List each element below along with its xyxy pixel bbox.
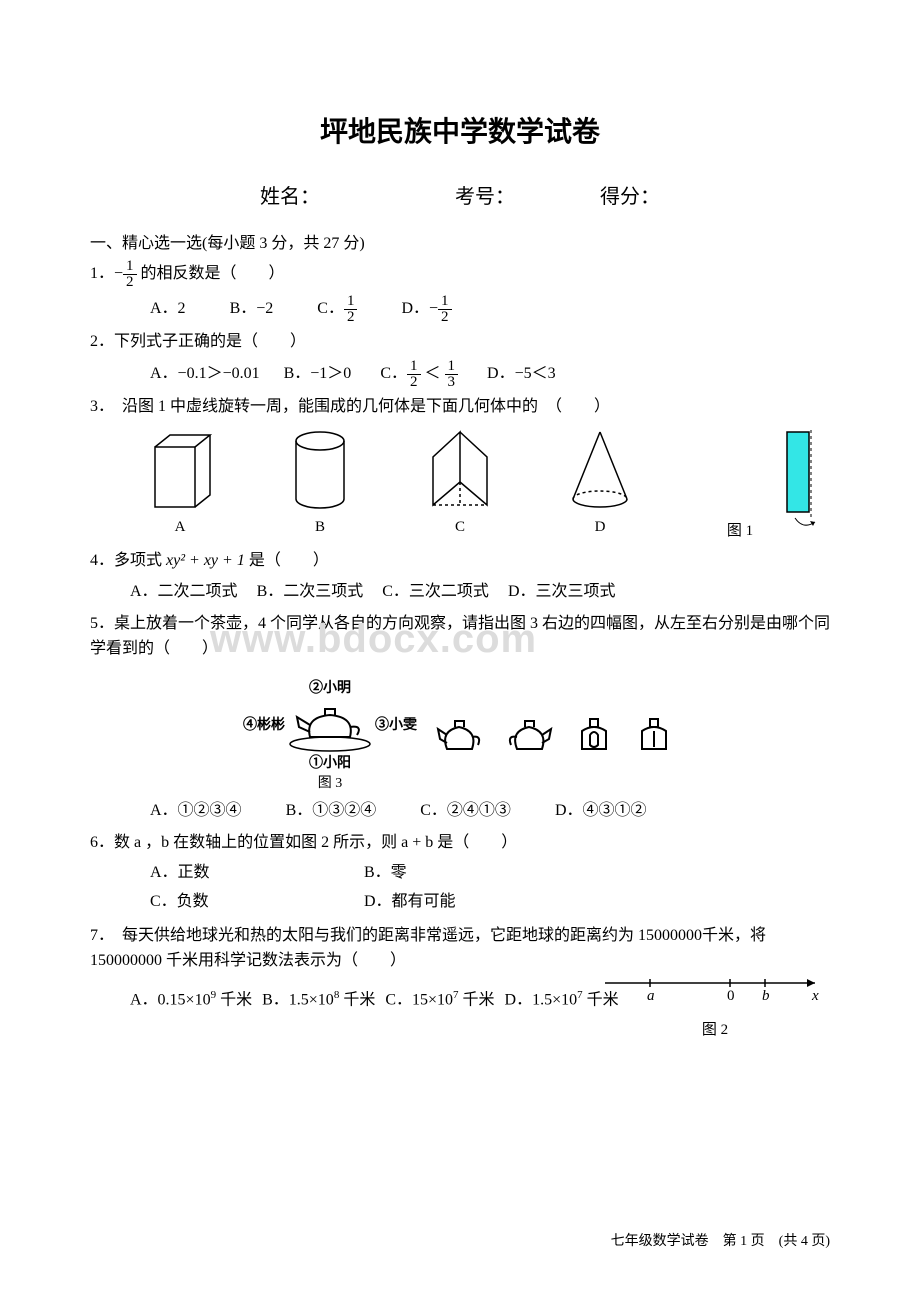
q4-B: B．二次三项式 xyxy=(257,578,364,607)
bottom-label: ①小阳 xyxy=(243,752,417,772)
q7-B: B．1.5×108 千米 xyxy=(262,986,375,1015)
q2-C: C．12 ＜ 13 xyxy=(380,359,458,390)
label-B: B xyxy=(268,519,373,540)
q7-C: C．15×107 千米 xyxy=(385,986,494,1015)
q1-A: A．2 xyxy=(150,295,186,324)
teapot-view-4 xyxy=(632,709,677,759)
fig3-label: 图 3 xyxy=(243,772,417,792)
teapot-view-1 xyxy=(432,709,487,759)
solid-cone xyxy=(548,427,653,517)
q6-C: C．负数 xyxy=(150,888,320,917)
teapot-view-3 xyxy=(572,709,617,759)
teapot-main-icon xyxy=(285,697,375,752)
page-footer: 七年级数学试卷 第 1 页 (共 4 页) xyxy=(611,1230,830,1250)
q1-B: B．−2 xyxy=(230,295,274,324)
q6-A: A．正数 xyxy=(150,859,320,888)
q1-options: A．2 B．−2 C．12 D．−12 xyxy=(150,294,830,325)
q1-prefix: 1．− xyxy=(90,265,123,282)
left-label: ④彬彬 xyxy=(243,714,285,734)
examno-label: 考号： xyxy=(455,180,515,209)
q5-C: C．②④①③ xyxy=(420,797,511,826)
q5-B: B．①③②④ xyxy=(286,797,377,826)
header-fields: 姓名： 考号： 得分： xyxy=(90,180,830,209)
q4-poly: xy² + xy + 1 xyxy=(166,552,245,569)
q1-suffix: 的相反数是（ ） xyxy=(137,265,285,282)
q4-D: D．三次三项式 xyxy=(508,578,616,607)
top-label: ②小明 xyxy=(243,677,417,697)
q2-D: D．−5＜3 xyxy=(487,360,556,389)
q2-stem: 2．下列式子正确的是（ ） xyxy=(90,329,830,355)
label-C: C xyxy=(408,519,513,540)
q6-stem: 6．数 a ，b 在数轴上的位置如图 2 所示，则 a + b 是（ ） xyxy=(90,830,830,856)
page-title: 坪地民族中学数学试卷 xyxy=(90,110,830,150)
geometry-row xyxy=(110,427,810,517)
q4-options: A．二次二项式 B．二次三项式 C．三次二项式 D．三次三项式 xyxy=(130,578,830,607)
label-D: D xyxy=(548,519,653,540)
label-A: A xyxy=(128,519,233,540)
q7-stem: 7． 每天供给地球光和热的太阳与我们的距离非常遥远，它距地球的距离约为 1500… xyxy=(90,923,830,974)
q5-D: D．④③①② xyxy=(555,797,647,826)
q5-A: A．①②③④ xyxy=(150,797,242,826)
label-fig1: 图 1 xyxy=(688,519,793,540)
score-label: 得分： xyxy=(600,180,660,209)
teapot-view-2 xyxy=(502,709,557,759)
q5-stem: 5．桌上放着一个茶壶，4 个同学从各自的方向观察，请指出图 3 右边的四幅图，从… xyxy=(90,611,830,662)
number-line: a 0 b x 图 2 xyxy=(600,968,830,1039)
q4-stem: 4．多项式 xy² + xy + 1 是（ ） xyxy=(90,548,830,574)
q1-D: D．−12 xyxy=(401,294,451,325)
q6-options-row2: C．负数 D．都有可能 xyxy=(150,888,830,917)
label-b: b xyxy=(762,988,770,1004)
solid-cylinder xyxy=(268,427,373,517)
fig1-arrowhead xyxy=(810,521,815,526)
fig2-label: 图 2 xyxy=(600,1018,830,1039)
q2-A: A．−0.1＞−0.01 xyxy=(150,360,260,389)
q4-C: C．三次二项式 xyxy=(382,578,489,607)
section-heading: 一、精心选一选(每小题 3 分，共 27 分) xyxy=(90,229,830,253)
label-x: x xyxy=(811,988,819,1004)
q6-B: B．零 xyxy=(364,859,407,888)
label-0: 0 xyxy=(727,988,735,1004)
teapot-scene: ②小明 ④彬彬 ③小雯 ①小阳 图 3 xyxy=(243,677,417,792)
q6-D: D．都有可能 xyxy=(364,888,456,917)
q3-stem: 3． 沿图 1 中虚线旋转一周，能围成的几何体是下面几何体中的 （ ） xyxy=(90,394,830,420)
q1-stem: 1．−12 的相反数是（ ） xyxy=(90,259,830,290)
solid-cuboid xyxy=(128,427,233,517)
q2-B: B．−1＞0 xyxy=(284,360,352,389)
solid-prism xyxy=(408,427,513,517)
q5-options: A．①②③④ B．①③②④ C．②④①③ D．④③①② xyxy=(150,797,830,826)
q1-frac: 12 xyxy=(123,259,137,290)
q7-A: A．0.15×109 千米 xyxy=(130,986,252,1015)
fig1-svg xyxy=(785,430,830,535)
figure-1 xyxy=(785,430,830,540)
name-label: 姓名： xyxy=(260,180,320,209)
q2-options: A．−0.1＞−0.01 B．−1＞0 C．12 ＜ 13 D．−5＜3 xyxy=(150,359,830,390)
geometry-labels: A B C D 图 1 xyxy=(110,519,810,540)
q4-A: A．二次二项式 xyxy=(130,578,238,607)
right-label: ③小雯 xyxy=(375,714,417,734)
q1-C: C．12 xyxy=(317,294,357,325)
teapot-figure: ②小明 ④彬彬 ③小雯 ①小阳 图 3 xyxy=(90,677,830,792)
label-a: a xyxy=(647,988,655,1004)
q6-options-row1: A．正数 B．零 xyxy=(150,859,830,888)
fig1-rect xyxy=(787,432,809,512)
exam-page: 坪地民族中学数学试卷 姓名： 考号： 得分： 一、精心选一选(每小题 3 分，共… xyxy=(0,0,920,1075)
